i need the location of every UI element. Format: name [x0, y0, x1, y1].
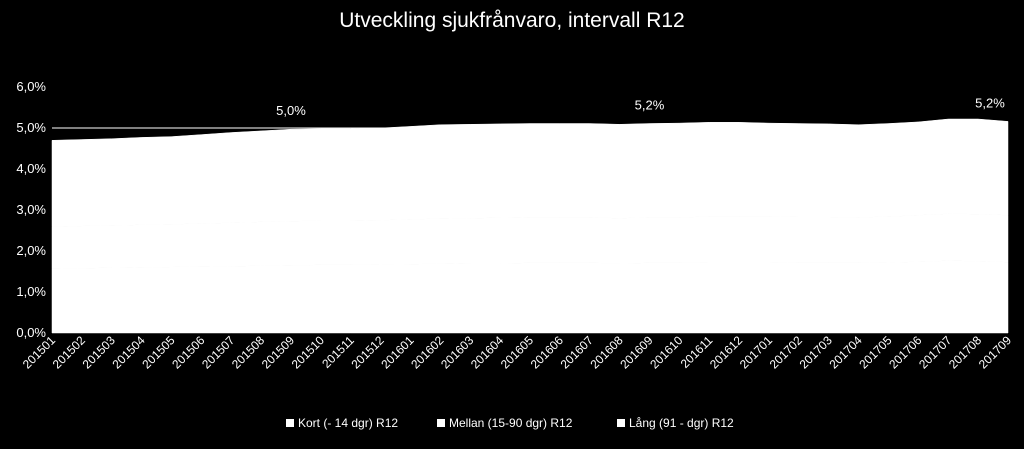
y-tick-label: 5,0%	[16, 120, 46, 135]
x-axis: 2015012015022015032015042015052015062015…	[20, 333, 1014, 371]
area-series-1	[51, 260, 1009, 334]
y-tick-label: 1,0%	[16, 284, 46, 299]
legend-item-1: Kort (- 14 dgr) R12	[286, 416, 398, 430]
y-tick-label: 2,0%	[16, 243, 46, 258]
plot-area	[51, 118, 1009, 334]
data-labels: 5,0% 5,2% 5,2%	[276, 95, 1005, 118]
y-tick-label: 6,0%	[16, 79, 46, 94]
data-label: 5,2%	[635, 97, 665, 112]
x-tick-label: 201510	[289, 333, 327, 371]
data-label: 5,0%	[276, 103, 306, 118]
legend-item-2: Mellan (15-90 dgr) R12	[437, 416, 573, 430]
legend-label: Mellan (15-90 dgr) R12	[449, 416, 573, 430]
y-tick-label: 0,0%	[16, 325, 46, 340]
data-label: 5,2%	[975, 95, 1005, 110]
legend: Kort (- 14 dgr) R12 Mellan (15-90 dgr) R1…	[286, 416, 734, 430]
x-tick-label: 201709	[976, 333, 1014, 371]
legend-swatch	[437, 419, 445, 427]
legend-swatch	[286, 419, 294, 427]
legend-item-3: Lång (91 - dgr) R12	[617, 416, 734, 430]
legend-swatch	[617, 419, 625, 427]
y-tick-label: 4,0%	[16, 161, 46, 176]
legend-label: Kort (- 14 dgr) R12	[298, 416, 398, 430]
y-axis: 0,0% 1,0% 2,0% 3,0% 4,0% 5,0% 6,0%	[16, 79, 46, 340]
legend-label: Lång (91 - dgr) R12	[629, 416, 734, 430]
x-tick-label: 201610	[647, 333, 685, 371]
area-series-3	[51, 118, 1009, 228]
y-tick-label: 3,0%	[16, 202, 46, 217]
chart-title: Utveckling sjukfrånvaro, intervall R12	[339, 9, 684, 32]
